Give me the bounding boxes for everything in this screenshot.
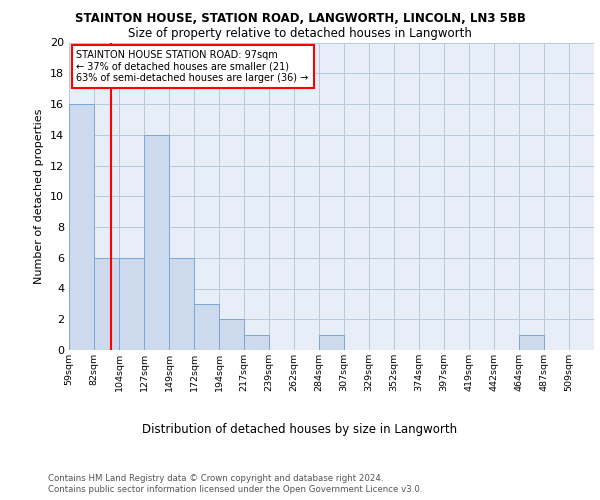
Bar [69,104,94,350]
Text: Size of property relative to detached houses in Langworth: Size of property relative to detached ho… [128,28,472,40]
Bar [94,258,119,350]
Text: STAINTON HOUSE STATION ROAD: 97sqm
← 37% of detached houses are smaller (21)
63%: STAINTON HOUSE STATION ROAD: 97sqm ← 37%… [77,50,309,84]
Bar [194,304,219,350]
Bar [244,334,269,350]
Bar [119,258,144,350]
Text: Contains HM Land Registry data © Crown copyright and database right 2024.
Contai: Contains HM Land Registry data © Crown c… [48,474,422,494]
Bar [519,334,544,350]
Bar [319,334,344,350]
Bar [169,258,194,350]
Text: STAINTON HOUSE, STATION ROAD, LANGWORTH, LINCOLN, LN3 5BB: STAINTON HOUSE, STATION ROAD, LANGWORTH,… [74,12,526,25]
Y-axis label: Number of detached properties: Number of detached properties [34,108,44,284]
Bar [219,320,244,350]
Bar [144,134,169,350]
Text: Distribution of detached houses by size in Langworth: Distribution of detached houses by size … [142,422,458,436]
